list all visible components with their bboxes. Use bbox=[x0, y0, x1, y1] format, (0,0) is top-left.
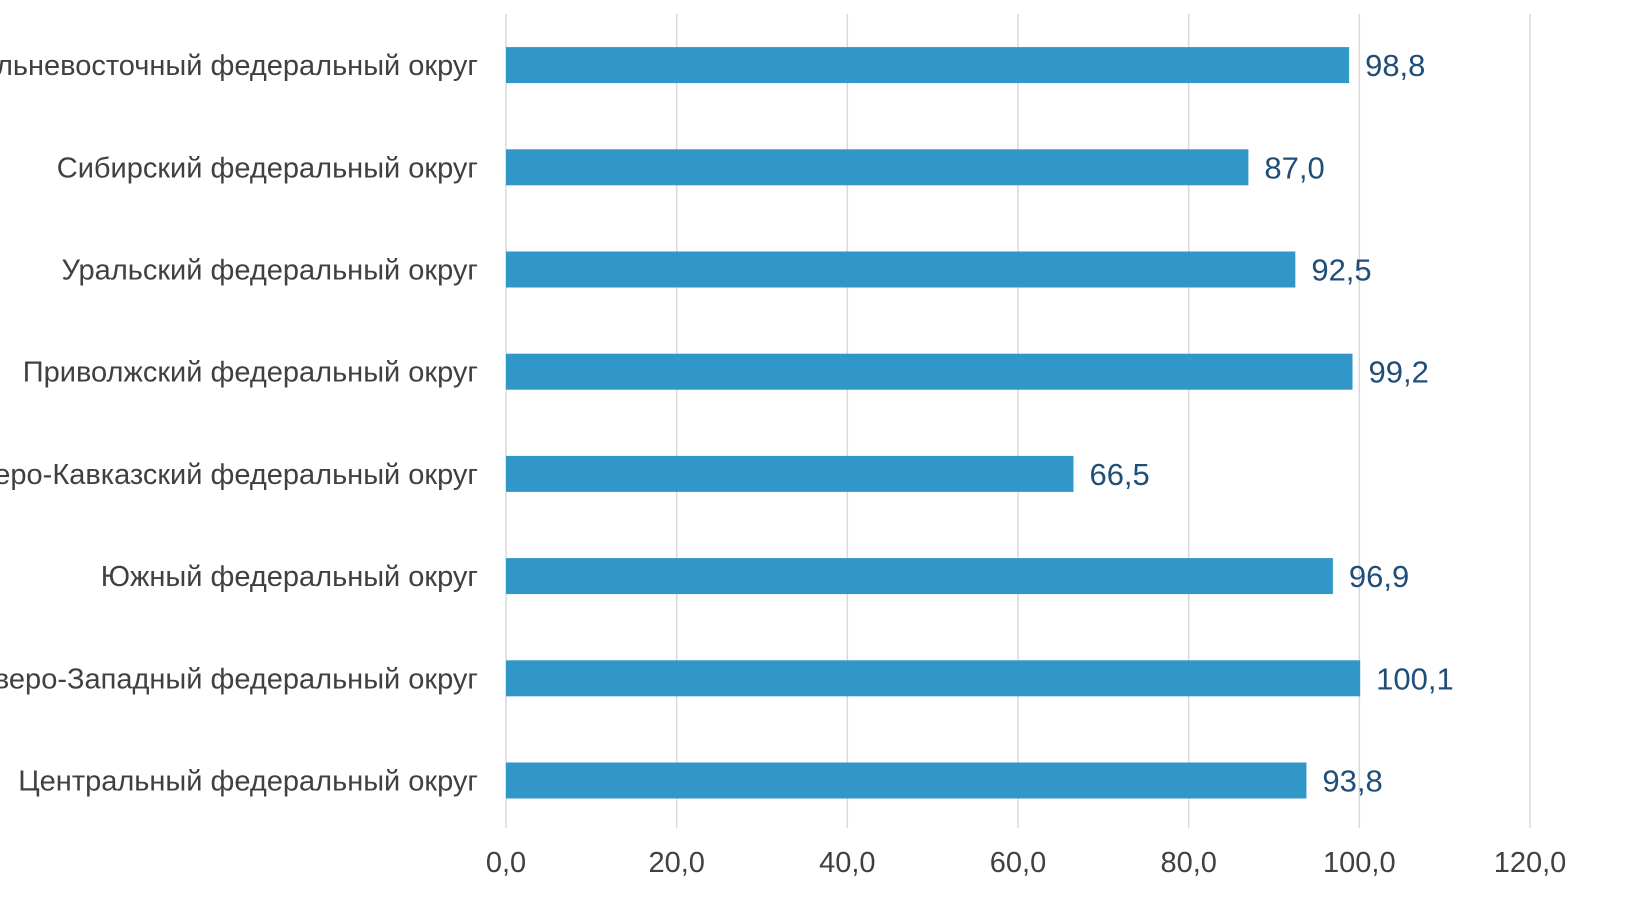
category-label: Приволжский федеральный округ bbox=[23, 357, 478, 389]
category-label: Дальневосточный федеральный округ bbox=[0, 50, 478, 82]
bar bbox=[506, 149, 1249, 186]
category-label: Сибирский федеральный округ bbox=[57, 152, 478, 184]
category-labels: Дальневосточный федеральный округ Сибирск… bbox=[0, 50, 478, 797]
x-tick-label: 100,0 bbox=[1323, 847, 1396, 879]
gridlines bbox=[505, 14, 1531, 828]
bar bbox=[506, 353, 1353, 390]
x-tick-label: 40,0 bbox=[819, 847, 875, 879]
x-tick-label: 20,0 bbox=[648, 847, 704, 879]
bar bbox=[506, 558, 1333, 595]
bar bbox=[506, 47, 1350, 84]
bar bbox=[506, 762, 1307, 799]
category-label: Уральский федеральный округ bbox=[61, 255, 478, 287]
category-label: Южный федеральный округ bbox=[101, 561, 478, 593]
data-label: 98,8 bbox=[1365, 48, 1425, 83]
bar bbox=[506, 455, 1074, 492]
bar bbox=[506, 660, 1361, 697]
x-tick-label: 60,0 bbox=[990, 847, 1046, 879]
data-label: 100,1 bbox=[1376, 661, 1454, 696]
bars bbox=[506, 47, 1361, 799]
data-label: 87,0 bbox=[1264, 150, 1324, 185]
data-label: 96,9 bbox=[1349, 559, 1409, 594]
data-label: 66,5 bbox=[1089, 457, 1149, 492]
data-label: 99,2 bbox=[1369, 355, 1429, 390]
category-label: Северо-Западный федеральный округ bbox=[0, 663, 478, 695]
data-label: 92,5 bbox=[1311, 253, 1371, 288]
category-label: Северо-Кавказский федеральный округ bbox=[0, 459, 478, 491]
data-label: 93,8 bbox=[1322, 764, 1382, 799]
category-label: Центральный федеральный округ bbox=[18, 766, 478, 798]
x-tick-label: 0,0 bbox=[486, 847, 526, 879]
bar bbox=[506, 251, 1296, 288]
x-tick-label: 120,0 bbox=[1494, 847, 1567, 879]
x-tick-label: 80,0 bbox=[1160, 847, 1216, 879]
x-axis-tick-labels: 0,0 20,0 40,0 60,0 80,0 100,0 120,0 bbox=[486, 847, 1566, 879]
data-labels: 98,8 87,0 92,5 99,2 66,5 96,9 100,1 93,8 bbox=[1089, 48, 1453, 798]
